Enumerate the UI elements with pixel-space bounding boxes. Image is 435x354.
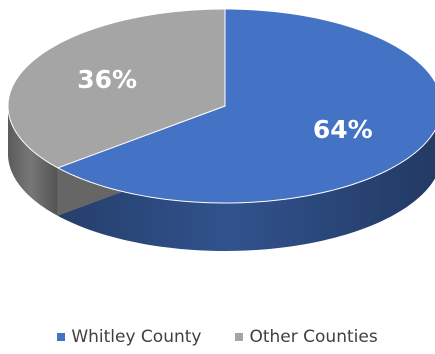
pie-chart: 64% 36% (7, 8, 435, 251)
legend-label-other-counties: Other Counties (249, 327, 378, 347)
pie-top (7, 8, 435, 204)
data-label-whitley-county: 64% (313, 115, 373, 144)
legend-swatch-whitley-county (57, 333, 66, 341)
legend-item-whitley-county: Whitley County (57, 327, 201, 347)
pie-slice-other-counties (7, 8, 226, 169)
legend: Whitley County Other Counties (0, 327, 435, 347)
legend-label-whitley-county: Whitley County (71, 327, 202, 347)
pie-slice-whitley-county (57, 8, 435, 204)
pie-side-other-counties (8, 106, 58, 216)
legend-swatch-other-counties (235, 333, 244, 341)
data-label-other-counties: 36% (77, 65, 137, 94)
legend-item-other-counties: Other Counties (235, 327, 378, 347)
pie-labels: 64% 36% (77, 65, 372, 144)
pie-side-whitley-county (57, 130, 435, 251)
